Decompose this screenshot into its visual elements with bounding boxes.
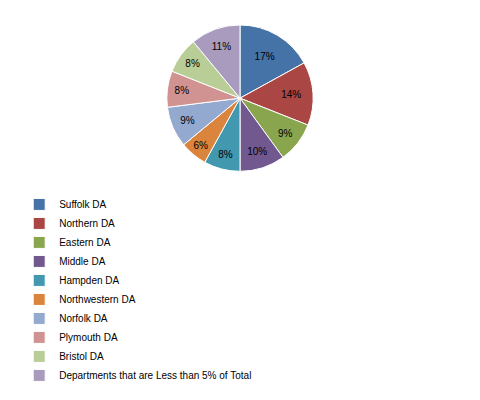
svg-text:17%: 17%	[255, 51, 275, 62]
svg-text:11%: 11%	[212, 41, 231, 52]
svg-text:14%: 14%	[281, 89, 301, 100]
svg-text:8%: 8%	[218, 149, 233, 160]
svg-text:6%: 6%	[193, 140, 208, 151]
svg-text:Norfolk DA: Norfolk DA	[59, 313, 108, 324]
svg-text:Suffolk DA: Suffolk DA	[59, 199, 106, 210]
svg-text:Hampden DA: Hampden DA	[59, 275, 119, 286]
svg-text:Northwestern DA: Northwestern DA	[59, 294, 135, 305]
svg-text:9%: 9%	[180, 115, 195, 126]
svg-text:Plymouth DA: Plymouth DA	[59, 332, 118, 343]
svg-text:8%: 8%	[185, 58, 200, 69]
svg-text:Departments that are Less than: Departments that are Less than 5% of Tot…	[59, 370, 251, 381]
svg-text:9%: 9%	[278, 128, 293, 139]
svg-text:Eastern DA: Eastern DA	[59, 237, 110, 248]
svg-text:10%: 10%	[247, 146, 267, 157]
svg-text:8%: 8%	[175, 85, 190, 96]
svg-text:Northern DA: Northern DA	[59, 218, 115, 229]
svg-text:Bristol DA: Bristol DA	[59, 351, 104, 362]
svg-text:Middle DA: Middle DA	[59, 256, 105, 267]
